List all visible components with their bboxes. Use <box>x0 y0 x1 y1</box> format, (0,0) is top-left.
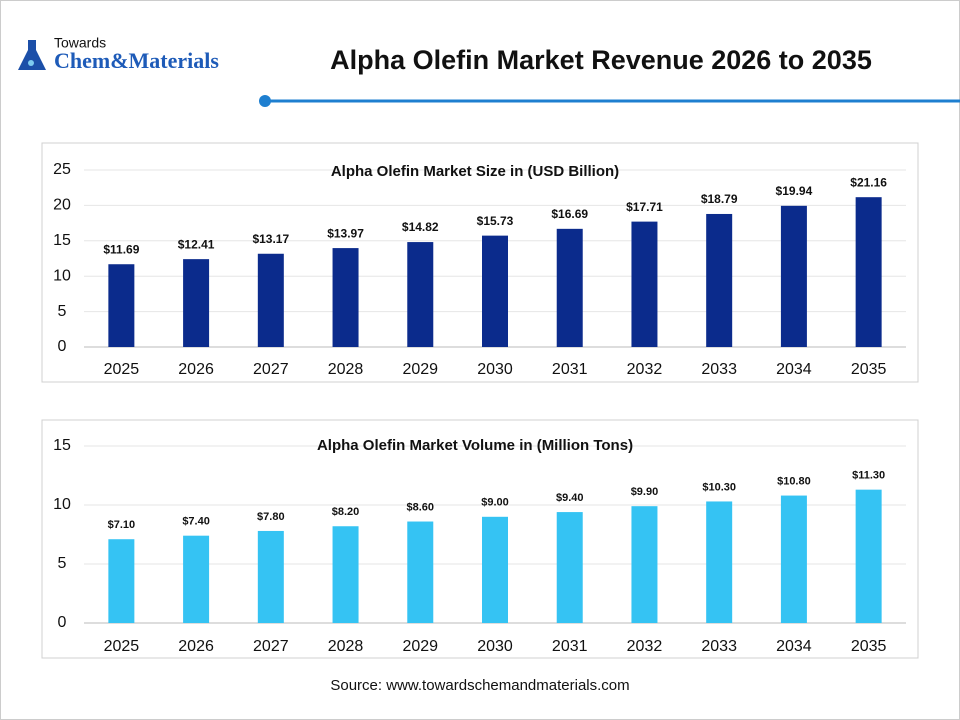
title-rule-dot <box>259 95 271 107</box>
x-tick-label: 2027 <box>253 361 289 378</box>
bar <box>631 506 658 623</box>
bar <box>332 526 359 623</box>
chart-title: Alpha Olefin Market Volume in (Million T… <box>317 437 633 454</box>
logo-flask <box>18 40 46 70</box>
logo-small: Towards <box>54 35 106 51</box>
x-tick-label: 2033 <box>701 361 737 378</box>
value-label: $15.73 <box>477 214 514 228</box>
chart-title: Alpha Olefin Market Size in (USD Billion… <box>331 163 619 180</box>
value-label: $11.69 <box>103 242 139 256</box>
x-tick-label: 2027 <box>253 638 289 655</box>
value-label: $10.80 <box>777 475 811 487</box>
value-label: $14.82 <box>402 220 439 234</box>
value-label: $7.10 <box>108 519 136 531</box>
y-tick-label: 20 <box>53 197 71 214</box>
y-tick-label: 0 <box>58 614 67 631</box>
y-tick-label: 25 <box>53 161 71 178</box>
x-tick-label: 2032 <box>627 638 663 655</box>
value-label: $17.71 <box>626 200 663 214</box>
x-tick-label: 2029 <box>402 361 438 378</box>
bar <box>407 242 434 347</box>
value-label: $8.60 <box>407 501 435 513</box>
bar <box>108 539 135 623</box>
bar <box>407 521 434 623</box>
value-label: $16.69 <box>551 207 588 221</box>
bar <box>183 259 210 347</box>
x-tick-label: 2032 <box>627 361 663 378</box>
bar <box>332 248 359 347</box>
x-tick-label: 2026 <box>178 638 214 655</box>
y-tick-label: 0 <box>58 338 67 355</box>
x-tick-label: 2034 <box>776 638 812 655</box>
x-tick-label: 2035 <box>851 638 887 655</box>
value-label: $13.17 <box>252 232 289 246</box>
bar <box>183 535 210 623</box>
value-label: $7.40 <box>182 516 210 528</box>
page-title: Alpha Olefin Market Revenue 2026 to 2035 <box>330 45 872 75</box>
y-tick-label: 5 <box>58 555 67 572</box>
value-label: $9.00 <box>481 497 509 509</box>
bar <box>706 501 733 623</box>
value-label: $8.20 <box>332 506 360 518</box>
y-tick-label: 15 <box>53 232 71 249</box>
source: Source: www.towardschemandmaterials.com <box>330 677 629 694</box>
x-tick-label: 2035 <box>851 361 887 378</box>
bar <box>780 495 807 623</box>
bar <box>556 512 583 623</box>
logo-big: Chem&Materials <box>54 48 219 73</box>
bar <box>556 228 583 347</box>
bar <box>706 213 733 347</box>
x-tick-label: 2028 <box>328 361 364 378</box>
bar <box>108 264 135 347</box>
value-label: $9.40 <box>556 492 584 504</box>
bar <box>482 516 508 623</box>
x-tick-label: 2033 <box>701 638 737 655</box>
x-tick-label: 2030 <box>477 638 513 655</box>
x-tick-label: 2025 <box>104 361 140 378</box>
y-tick-label: 10 <box>53 496 71 513</box>
logo-bubble <box>28 60 34 66</box>
y-tick-label: 15 <box>53 437 71 454</box>
bar <box>257 530 284 623</box>
x-tick-label: 2026 <box>178 361 214 378</box>
value-label: $7.80 <box>257 511 285 523</box>
bar <box>257 253 284 347</box>
y-tick-label: 10 <box>53 267 71 284</box>
x-tick-label: 2025 <box>104 638 140 655</box>
x-tick-label: 2029 <box>402 638 438 655</box>
value-label: $13.97 <box>327 226 364 240</box>
value-label: $9.90 <box>631 486 659 498</box>
value-label: $21.16 <box>850 175 887 189</box>
y-tick-label: 5 <box>58 303 67 320</box>
x-tick-label: 2030 <box>477 361 513 378</box>
bar <box>855 197 882 347</box>
value-label: $11.30 <box>852 470 885 482</box>
value-label: $12.41 <box>178 237 215 251</box>
x-tick-label: 2028 <box>328 638 364 655</box>
value-label: $10.30 <box>702 481 736 493</box>
bar <box>482 235 508 347</box>
value-label: $19.94 <box>776 184 813 198</box>
bar <box>631 221 658 347</box>
x-tick-label: 2031 <box>552 638 588 655</box>
x-tick-label: 2034 <box>776 361 812 378</box>
logo: Towards Chem&Materials <box>18 35 219 73</box>
value-label: $18.79 <box>701 192 738 206</box>
bar <box>780 205 807 347</box>
bar <box>855 489 882 623</box>
x-tick-label: 2031 <box>552 361 588 378</box>
